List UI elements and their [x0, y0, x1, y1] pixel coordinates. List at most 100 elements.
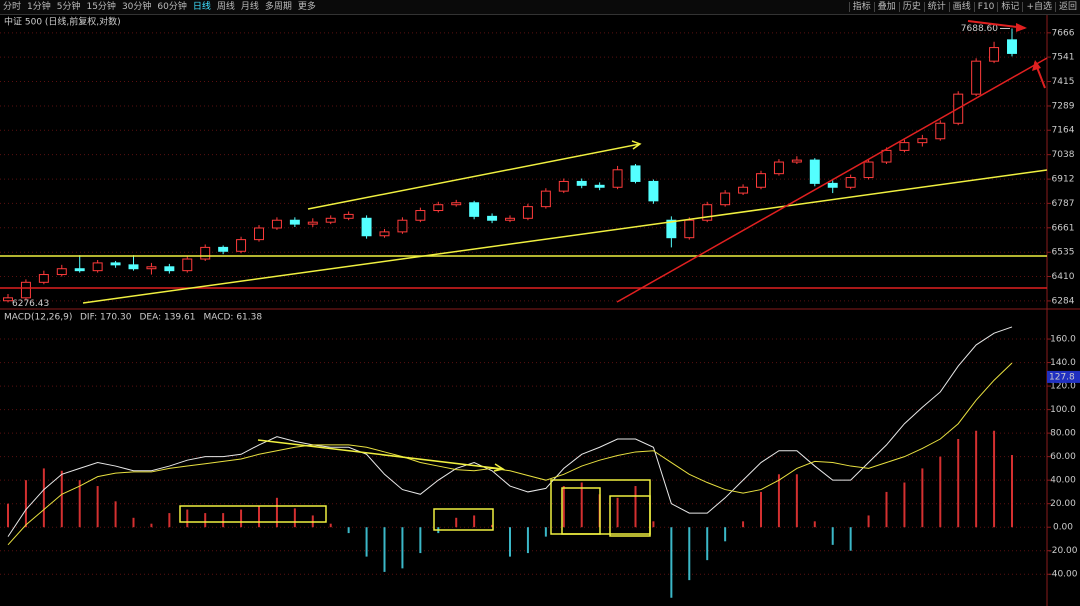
high-label: 7688.60 [961, 24, 998, 34]
candle-body [415, 210, 426, 221]
y-tick-label: 40.00 [1050, 476, 1076, 486]
candle-body [576, 180, 587, 186]
candle-body [20, 281, 31, 299]
y-tick-label: 120.0 [1050, 382, 1076, 392]
tab[interactable]: 15分钟 [86, 2, 116, 12]
tool-button[interactable]: 画线 [948, 2, 974, 12]
candle-body [738, 186, 749, 194]
tab[interactable]: 1分钟 [27, 2, 51, 12]
value-marker-label: 127.8 [1049, 372, 1075, 382]
y-tick-label: 20.00 [1050, 499, 1076, 509]
candle-body [289, 219, 300, 225]
candle-body [487, 215, 498, 221]
candle-body [433, 204, 444, 212]
candle-body [451, 202, 462, 206]
tab[interactable]: 30分钟 [121, 2, 152, 12]
candle-body [594, 184, 605, 188]
tool-button[interactable]: 历史 [898, 2, 924, 12]
tabs: 分时 1分钟 5分钟 15分钟 30分钟 60分钟 日线 周线 月线 多周期 更多 [0, 0, 319, 14]
candle-body [899, 142, 910, 151]
y-tick-label: 7038 [1052, 150, 1075, 160]
candle-body [254, 227, 264, 241]
tool-button[interactable]: +自选 [1022, 2, 1055, 12]
y-tick-label: 7289 [1052, 101, 1075, 111]
macd-line [7, 362, 1013, 546]
candle-body [863, 161, 874, 179]
tab[interactable]: 多周期 [264, 2, 292, 12]
candle-body [218, 246, 229, 252]
y-tick-label: 160.0 [1050, 335, 1076, 345]
candle-body [343, 213, 354, 219]
tab[interactable]: 周线 [216, 2, 235, 12]
tab[interactable]: 60分钟 [157, 2, 187, 12]
arrow-head [631, 140, 642, 150]
tab[interactable]: 日线 [192, 2, 211, 12]
tab[interactable]: 月线 [240, 2, 259, 12]
candle-body [845, 177, 856, 188]
candle-body [182, 258, 193, 272]
candle-body [146, 266, 157, 270]
candle-body [756, 173, 766, 188]
candle-body [558, 180, 569, 192]
tab[interactable]: 分时 [3, 2, 22, 12]
macd-title: MACD(12,26,9) [4, 313, 72, 323]
candle-body [236, 239, 247, 252]
trend-line [257, 439, 504, 470]
tab[interactable]: 5分钟 [56, 2, 81, 12]
candle-body [361, 217, 372, 237]
legend-entry: DIF: 170.30 [80, 313, 132, 323]
candle-body [469, 202, 480, 217]
candle-body [648, 180, 659, 202]
candle-body [827, 182, 838, 188]
toolbar: 分时 1分钟 5分钟 15分钟 30分钟 60分钟 日线 周线 月线 多周期 更多 指标 叠加 历史 统计画… [0, 0, 1080, 15]
candle-body [684, 219, 695, 239]
chart-title: 中证 500 (日线,前复权,对数) [4, 16, 121, 28]
y-tick-label: -20.00 [1048, 546, 1077, 556]
y-tick-label: 6410 [1052, 272, 1075, 282]
candle-body [540, 190, 551, 208]
highlight-box [433, 508, 494, 531]
tool-button[interactable]: 返回 [1054, 2, 1080, 12]
tool-button[interactable]: F10 [973, 2, 998, 12]
candle-body [612, 169, 623, 188]
legend-entry: DEA: 139.61 [139, 313, 195, 323]
candle-body [702, 204, 713, 221]
candle-body [74, 268, 85, 272]
candle-body [128, 264, 139, 270]
y-tick-label: 6912 [1052, 175, 1075, 185]
candle-body [1007, 39, 1017, 54]
candle-body [720, 192, 731, 206]
tools: 指标 叠加 历史 统计 画线 F10 标记 +自选 返回 [848, 0, 1080, 14]
tool-button[interactable]: 统计 [923, 2, 949, 12]
annotations [0, 20, 1048, 537]
tool-button[interactable]: 叠加 [873, 2, 899, 12]
tab[interactable]: 更多 [297, 2, 316, 12]
y-tick-label: 6535 [1052, 248, 1075, 258]
candle-body [3, 297, 13, 302]
background [0, 15, 1080, 606]
tool-button[interactable]: 指标 [848, 2, 874, 12]
candle-body [809, 159, 820, 184]
candle-body [505, 217, 515, 221]
candle-body [989, 47, 1000, 62]
arrow [967, 20, 1026, 29]
highlight-box [179, 505, 327, 523]
candle-body [164, 266, 175, 272]
highlight-box [609, 495, 651, 537]
candle-body [666, 219, 677, 239]
arrow-head [493, 463, 505, 472]
tool-button[interactable]: 标记 [997, 2, 1023, 12]
y-tick-label: 100.0 [1050, 405, 1076, 415]
y-tick-label: 80.00 [1050, 429, 1076, 439]
y-tick-label: 7666 [1052, 28, 1075, 38]
low-label: 6276.43 [12, 299, 49, 309]
candle-body [325, 217, 336, 223]
candle-body [522, 206, 533, 219]
candle-body [110, 262, 121, 266]
y-tick-label: -40.00 [1048, 570, 1077, 580]
highlight-box [561, 487, 601, 535]
trend-line [82, 169, 1048, 304]
value-marker [1047, 370, 1080, 383]
candle-body [881, 149, 892, 163]
